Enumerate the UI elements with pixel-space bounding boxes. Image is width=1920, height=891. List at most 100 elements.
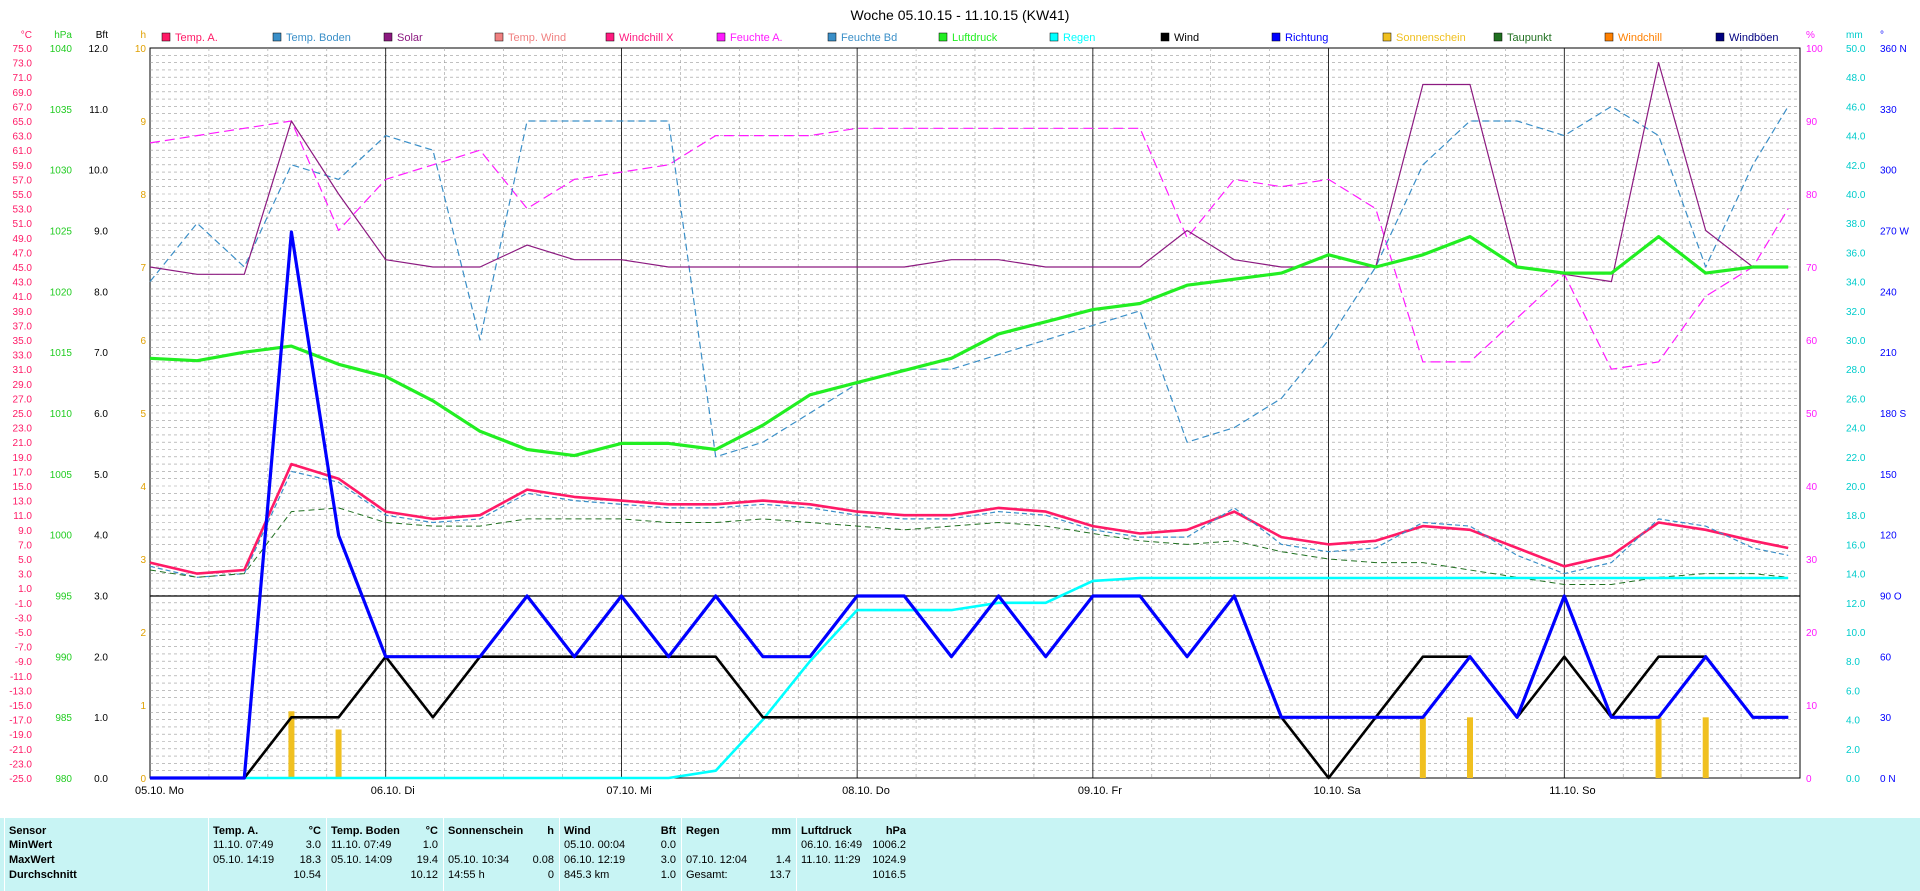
axis-tick-pressure: 1005 [50, 470, 73, 481]
axis-tick-pressure: 980 [55, 774, 72, 785]
axis-tick-rain: 26.0 [1846, 394, 1866, 405]
sunshine-bar [1419, 717, 1426, 778]
axis-tick-temp: 27.0 [13, 394, 33, 405]
axis-tick-temp: -21.0 [9, 745, 32, 756]
legend-label: Regen [1063, 32, 1095, 44]
axis-unit-temp: °C [21, 30, 32, 41]
legend-swatch [1382, 32, 1392, 42]
axis-tick-pressure: 1035 [50, 105, 73, 116]
legend-label: Temp. Boden [286, 32, 351, 44]
legend-swatch [716, 32, 726, 42]
axis-tick-direction: 90 O [1880, 592, 1902, 603]
axis-tick-temp: 3.0 [18, 570, 32, 581]
axis-tick-hours: 3 [140, 555, 146, 566]
sunshine-bar [1655, 717, 1662, 778]
axis-tick-pressure: 1020 [50, 287, 73, 298]
axis-tick-temp: 5.0 [18, 555, 32, 566]
axis-tick-temp: -25.0 [9, 774, 32, 785]
axis-tick-hours: 1 [140, 701, 146, 712]
stats-row-label: 05.10. 10:34 [448, 854, 510, 866]
axis-tick-direction: 120 [1880, 531, 1897, 542]
legend-swatch [1271, 32, 1281, 42]
axis-tick-rain: 40.0 [1846, 190, 1866, 201]
axis-tick-temp: 53.0 [13, 205, 33, 216]
stats-value: 0 [547, 869, 554, 881]
stats-header: Temp. A. [213, 825, 259, 837]
axis-tick-pressure: 1015 [50, 348, 73, 359]
axis-tick-bft: 10.0 [89, 166, 109, 177]
axis-tick-rain: 16.0 [1846, 540, 1866, 551]
legend-label: Solar [397, 32, 423, 44]
stats-unit: °C [308, 825, 321, 837]
axis-tick-pressure: 995 [55, 592, 72, 603]
axis-tick-hours: 9 [140, 117, 146, 128]
stats-header: Regen [686, 825, 720, 837]
axis-tick-hours: 7 [140, 263, 146, 274]
x-tick-label: 11.10. So [1549, 785, 1595, 797]
legend-swatch [272, 32, 282, 42]
axis-tick-temp: 11.0 [13, 511, 32, 522]
axis-layer: °C75.073.071.069.067.065.063.061.059.057… [9, 30, 1909, 797]
x-tick-label: 10.10. Sa [1314, 785, 1362, 797]
series-feuchte-bd [149, 105, 1789, 458]
stats-value: 18.3 [299, 854, 321, 866]
stats-value: 1006.2 [872, 839, 906, 851]
chart-title: Woche 05.10.15 - 11.10.15 (KW41) [851, 7, 1070, 23]
axis-tick-humidity: 20 [1806, 628, 1818, 639]
axis-tick-rain: 22.0 [1846, 453, 1866, 464]
axis-tick-hours: 4 [140, 482, 146, 493]
axis-tick-temp: 1.0 [18, 584, 32, 595]
axis-tick-direction: 150 [1880, 470, 1897, 481]
x-tick-label: 09.10. Fr [1078, 785, 1122, 797]
stats-unit: hPa [885, 825, 906, 837]
axis-tick-temp: 51.0 [13, 219, 33, 230]
stats-table: Sensor MinWert MaxWert Durchschnitt Temp. A.… [0, 818, 1920, 891]
axis-unit-humidity: % [1806, 30, 1815, 41]
legend-label: Feuchte Bd [841, 32, 897, 44]
sunshine-bar [335, 729, 342, 778]
stats-unit: mm [771, 825, 791, 837]
legend-swatch [161, 32, 171, 42]
sunshine-bar [1702, 717, 1709, 778]
series-richtung [150, 230, 1789, 780]
legend-label: Richtung [1285, 32, 1328, 44]
axis-tick-rain: 12.0 [1846, 599, 1866, 610]
axis-tick-rain: 50.0 [1846, 44, 1866, 55]
axis-tick-hours: 5 [140, 409, 146, 420]
axis-tick-direction: 330 [1880, 105, 1897, 116]
stats-row-label: 07.10. 12:04 [686, 854, 748, 866]
series-layer [149, 61, 1789, 780]
stats-value: 1.0 [422, 839, 438, 851]
legend-label: Taupunkt [1507, 32, 1552, 44]
grid-layer [149, 47, 1801, 779]
axis-tick-temp: 71.0 [13, 73, 33, 84]
axis-tick-temp: 63.0 [13, 132, 33, 143]
stats-row-label: Durchschnitt [9, 869, 77, 881]
axis-tick-humidity: 80 [1806, 190, 1818, 201]
legend-swatch [938, 32, 948, 42]
axis-tick-temp: -19.0 [9, 730, 32, 741]
axis-tick-bft: 2.0 [94, 652, 108, 663]
stats-value: 19.4 [416, 854, 438, 866]
axis-tick-humidity: 0 [1806, 774, 1812, 785]
legend-label: Feuchte A. [730, 32, 783, 44]
stats-header: Wind [564, 825, 591, 837]
legend-swatch [383, 32, 393, 42]
axis-tick-humidity: 100 [1806, 44, 1823, 55]
stats-row-label: 11.10. 07:49 [213, 839, 274, 851]
axis-tick-temp: 67.0 [13, 102, 33, 113]
stats-column: Sonnenschein h 05.10. 10:34 0.08 14:55 h 0 [443, 818, 560, 891]
axis-tick-temp: 23.0 [13, 424, 33, 435]
axis-tick-pressure: 1030 [50, 166, 73, 177]
axis-tick-direction: 360 N [1880, 44, 1907, 55]
axis-tick-rain: 28.0 [1846, 365, 1866, 376]
axis-tick-humidity: 40 [1806, 482, 1818, 493]
legend-label: Windchill X [619, 32, 674, 44]
axis-tick-direction: 180 S [1880, 409, 1906, 420]
axis-tick-direction: 60 [1880, 652, 1892, 663]
axis-tick-bft: 8.0 [94, 287, 108, 298]
axis-tick-temp: 59.0 [13, 161, 33, 172]
axis-tick-pressure: 1040 [50, 44, 73, 55]
axis-tick-hours: 6 [140, 336, 146, 347]
legend-swatch [605, 32, 615, 42]
